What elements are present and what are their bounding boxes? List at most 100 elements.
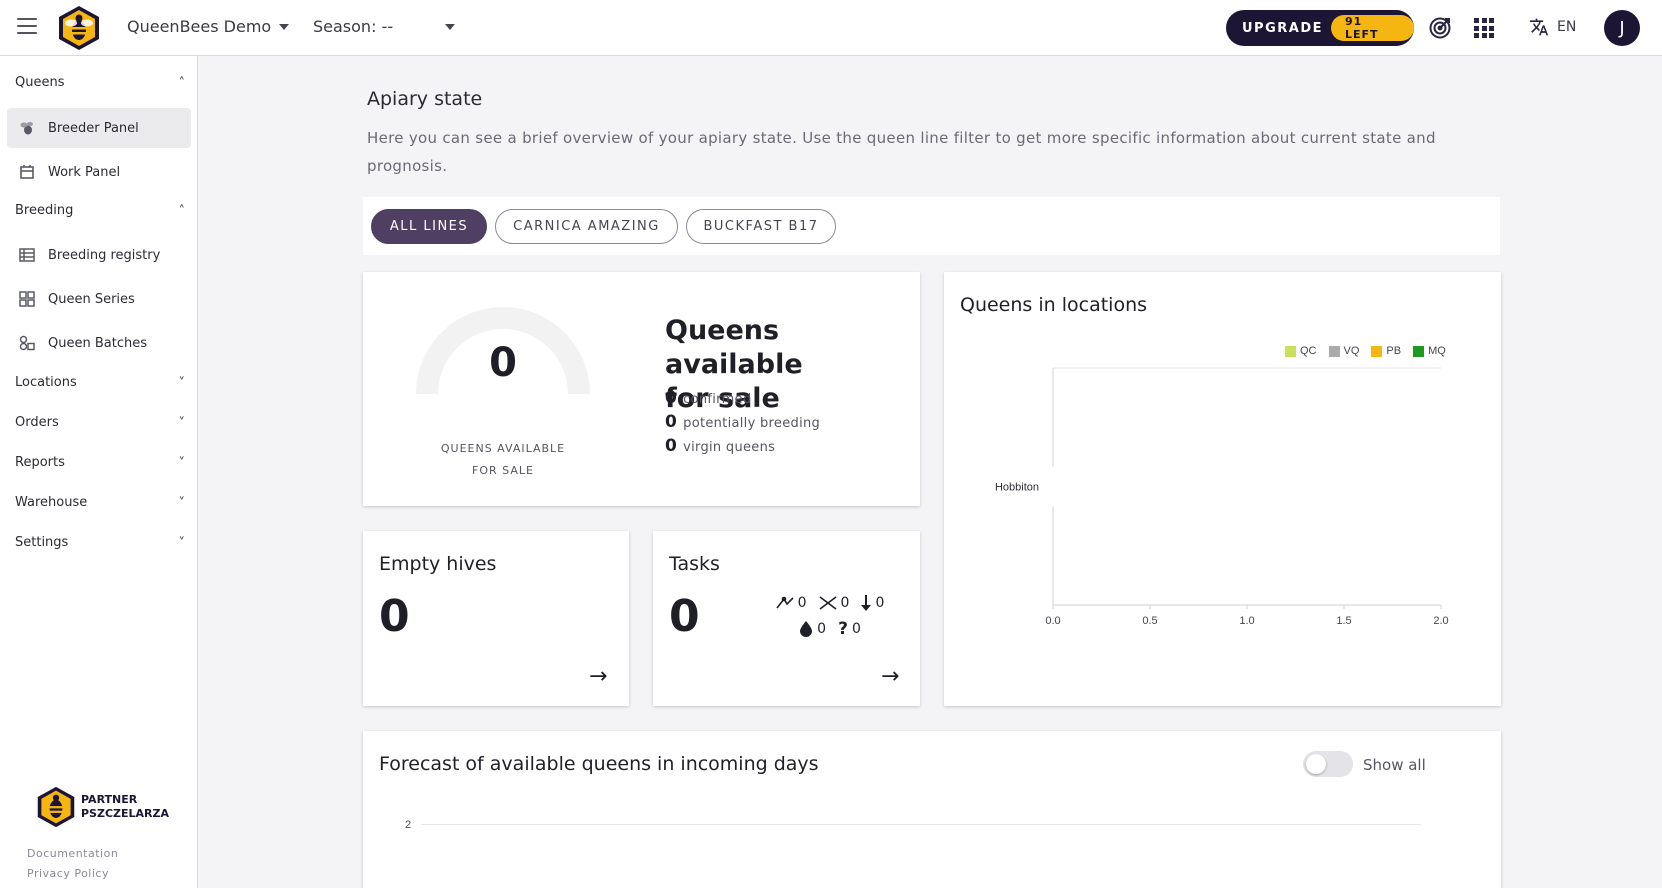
menu-icon[interactable] [17,18,37,34]
chevron-down-icon: ˅ [178,536,186,551]
chevron-down-icon: ˅ [178,416,186,431]
gauge-label-line: FOR SALE [472,464,534,477]
legend-swatch [1371,345,1383,357]
sidebar-group-locations[interactable]: Locations ˅ [15,375,186,391]
sidebar: Queens ˄ Breeder Panel Work Panel Breedi… [0,56,198,888]
axis-gap [1051,466,1055,507]
season-label: Season: -- [313,17,394,36]
target-icon[interactable] [1428,16,1452,40]
show-all-label: Show all [1363,756,1426,774]
sidebar-group-label: Locations [15,375,77,390]
stat-virgin-queens: 0 virgin queens [665,435,820,459]
tasks-card: Tasks 0 0 0 0 0 ? 0 → [653,531,920,706]
queen-line-filters: ALL LINES CARNICA AMAZING BUCKFAST B17 [363,197,1500,255]
sidebar-group-label: Settings [15,535,69,550]
sidebar-group-reports[interactable]: Reports ˅ [15,455,185,471]
forecast-y-tick: 2 [405,819,412,831]
queens-for-sale-title: Queens available for sale [665,314,920,416]
title-line: for sale [665,383,780,414]
chevron-down-icon: ˅ [178,496,186,511]
chevron-up-icon: ˄ [178,204,186,219]
x-tick-label: 1.0 [1239,615,1254,627]
task-counts: 0 0 0 0 ? 0 [765,595,895,647]
arrow-right-icon[interactable]: → [881,664,900,689]
category-label: Hobbiton [995,482,1039,494]
queens-in-locations-card: Queens in locations QC VQ PB MQ 0.0 0.5 1.0 1.… [944,272,1501,706]
caret-down-icon [445,24,455,30]
privacy-policy-link[interactable]: Privacy Policy [27,867,109,880]
x-tick-label: 2.0 [1433,615,1448,627]
season-select[interactable]: Season: -- [313,17,455,36]
forecast-title: Forecast of available queens in incoming… [379,753,819,775]
upgrade-badge: 91 LEFT [1331,15,1414,41]
stat-potentially-breeding: 0 potentially breeding [665,411,820,435]
gauge-chart [416,307,590,395]
stat-label: potentially breeding [683,416,821,431]
bee-icon [18,119,36,137]
filter-chip-all-lines[interactable]: ALL LINES [371,209,487,244]
sidebar-group-breeding[interactable]: Breeding ˄ [15,203,186,219]
chart-legend: QC VQ PB MQ [1285,345,1446,357]
sidebar-group-label: Warehouse [15,495,88,510]
legend-item[interactable]: MQ [1413,345,1446,357]
sidebar-item-queen-batches[interactable]: Queen Batches [7,323,191,363]
partner-line: PARTNER [81,793,138,806]
language-code: EN [1557,19,1577,35]
organization-select[interactable]: QueenBees Demo [127,17,290,36]
sidebar-item-queen-series[interactable]: Queen Series [7,279,191,319]
legend-swatch [1285,345,1296,357]
sidebar-item-label: Queen Batches [48,335,147,351]
legend-label: QC [1300,345,1317,357]
legend-label: MQ [1428,345,1446,357]
sidebar-item-label: Work Panel [48,164,121,180]
stat-value: 0 [665,436,678,456]
title-line: Queens available [665,315,803,380]
card-title: Empty hives [379,553,497,575]
task-transfer: 0 [861,595,884,611]
task-mating: 0 [819,595,849,611]
gauge-value: 0 [489,340,517,386]
sidebar-item-work-panel[interactable]: Work Panel [7,152,191,192]
filter-chip-carnica-amazing[interactable]: CARNICA AMAZING [495,209,678,244]
empty-hives-value: 0 [379,591,410,642]
tasks-value: 0 [669,591,700,642]
legend-swatch [1413,345,1425,357]
sidebar-item-breeding-registry[interactable]: Breeding registry [7,235,191,275]
chevron-up-icon: ˄ [178,76,186,91]
upgrade-button[interactable]: UPGRADE 91 LEFT [1226,10,1414,46]
queens-for-sale-stats: 0 confirmed 0 potentially breeding 0 virgin… [665,387,820,459]
language-selector[interactable]: EN [1529,17,1576,37]
sidebar-group-settings[interactable]: Settings ˅ [15,535,186,551]
legend-label: PB [1386,345,1402,357]
stat-label: confirmed [683,392,752,407]
translate-icon [1529,18,1549,36]
sidebar-item-breeder-panel[interactable]: Breeder Panel [7,108,191,148]
organization-name: QueenBees Demo [127,17,272,36]
shapes-icon [18,334,36,352]
bee-logo-icon[interactable] [56,4,102,52]
legend-item[interactable]: QC [1285,345,1317,357]
filter-chip-buckfast-b17[interactable]: BUCKFAST B17 [686,209,836,244]
documentation-link[interactable]: Documentation [27,847,119,860]
sidebar-group-label: Orders [15,415,59,430]
sidebar-group-queens[interactable]: Queens ˄ [15,75,186,91]
gauge-label: QUEENS AVAILABLE FOR SALE [423,438,583,482]
legend-item[interactable]: VQ [1328,345,1359,357]
x-tick-label: 0.5 [1142,615,1157,627]
show-all-toggle[interactable] [1303,751,1353,777]
apps-grid-icon[interactable] [1474,18,1494,38]
arrow-right-icon[interactable]: → [589,664,608,689]
task-feeding: 0 [799,619,826,639]
forecast-card: Forecast of available queens in incoming… [363,731,1501,888]
legend-item[interactable]: PB [1371,345,1401,357]
upgrade-label: UPGRADE [1242,20,1323,36]
empty-hives-card: Empty hives 0 → [363,531,629,706]
sidebar-group-warehouse[interactable]: Warehouse ˅ [15,495,186,511]
task-grafting: 0 [775,595,807,611]
page-title: Apiary state [367,88,483,110]
user-avatar[interactable]: J [1604,10,1640,46]
chevron-down-icon: ˅ [178,376,186,391]
x-tick-label: 1.5 [1336,615,1351,627]
caret-down-icon [279,23,290,30]
sidebar-group-orders[interactable]: Orders ˅ [15,415,186,431]
